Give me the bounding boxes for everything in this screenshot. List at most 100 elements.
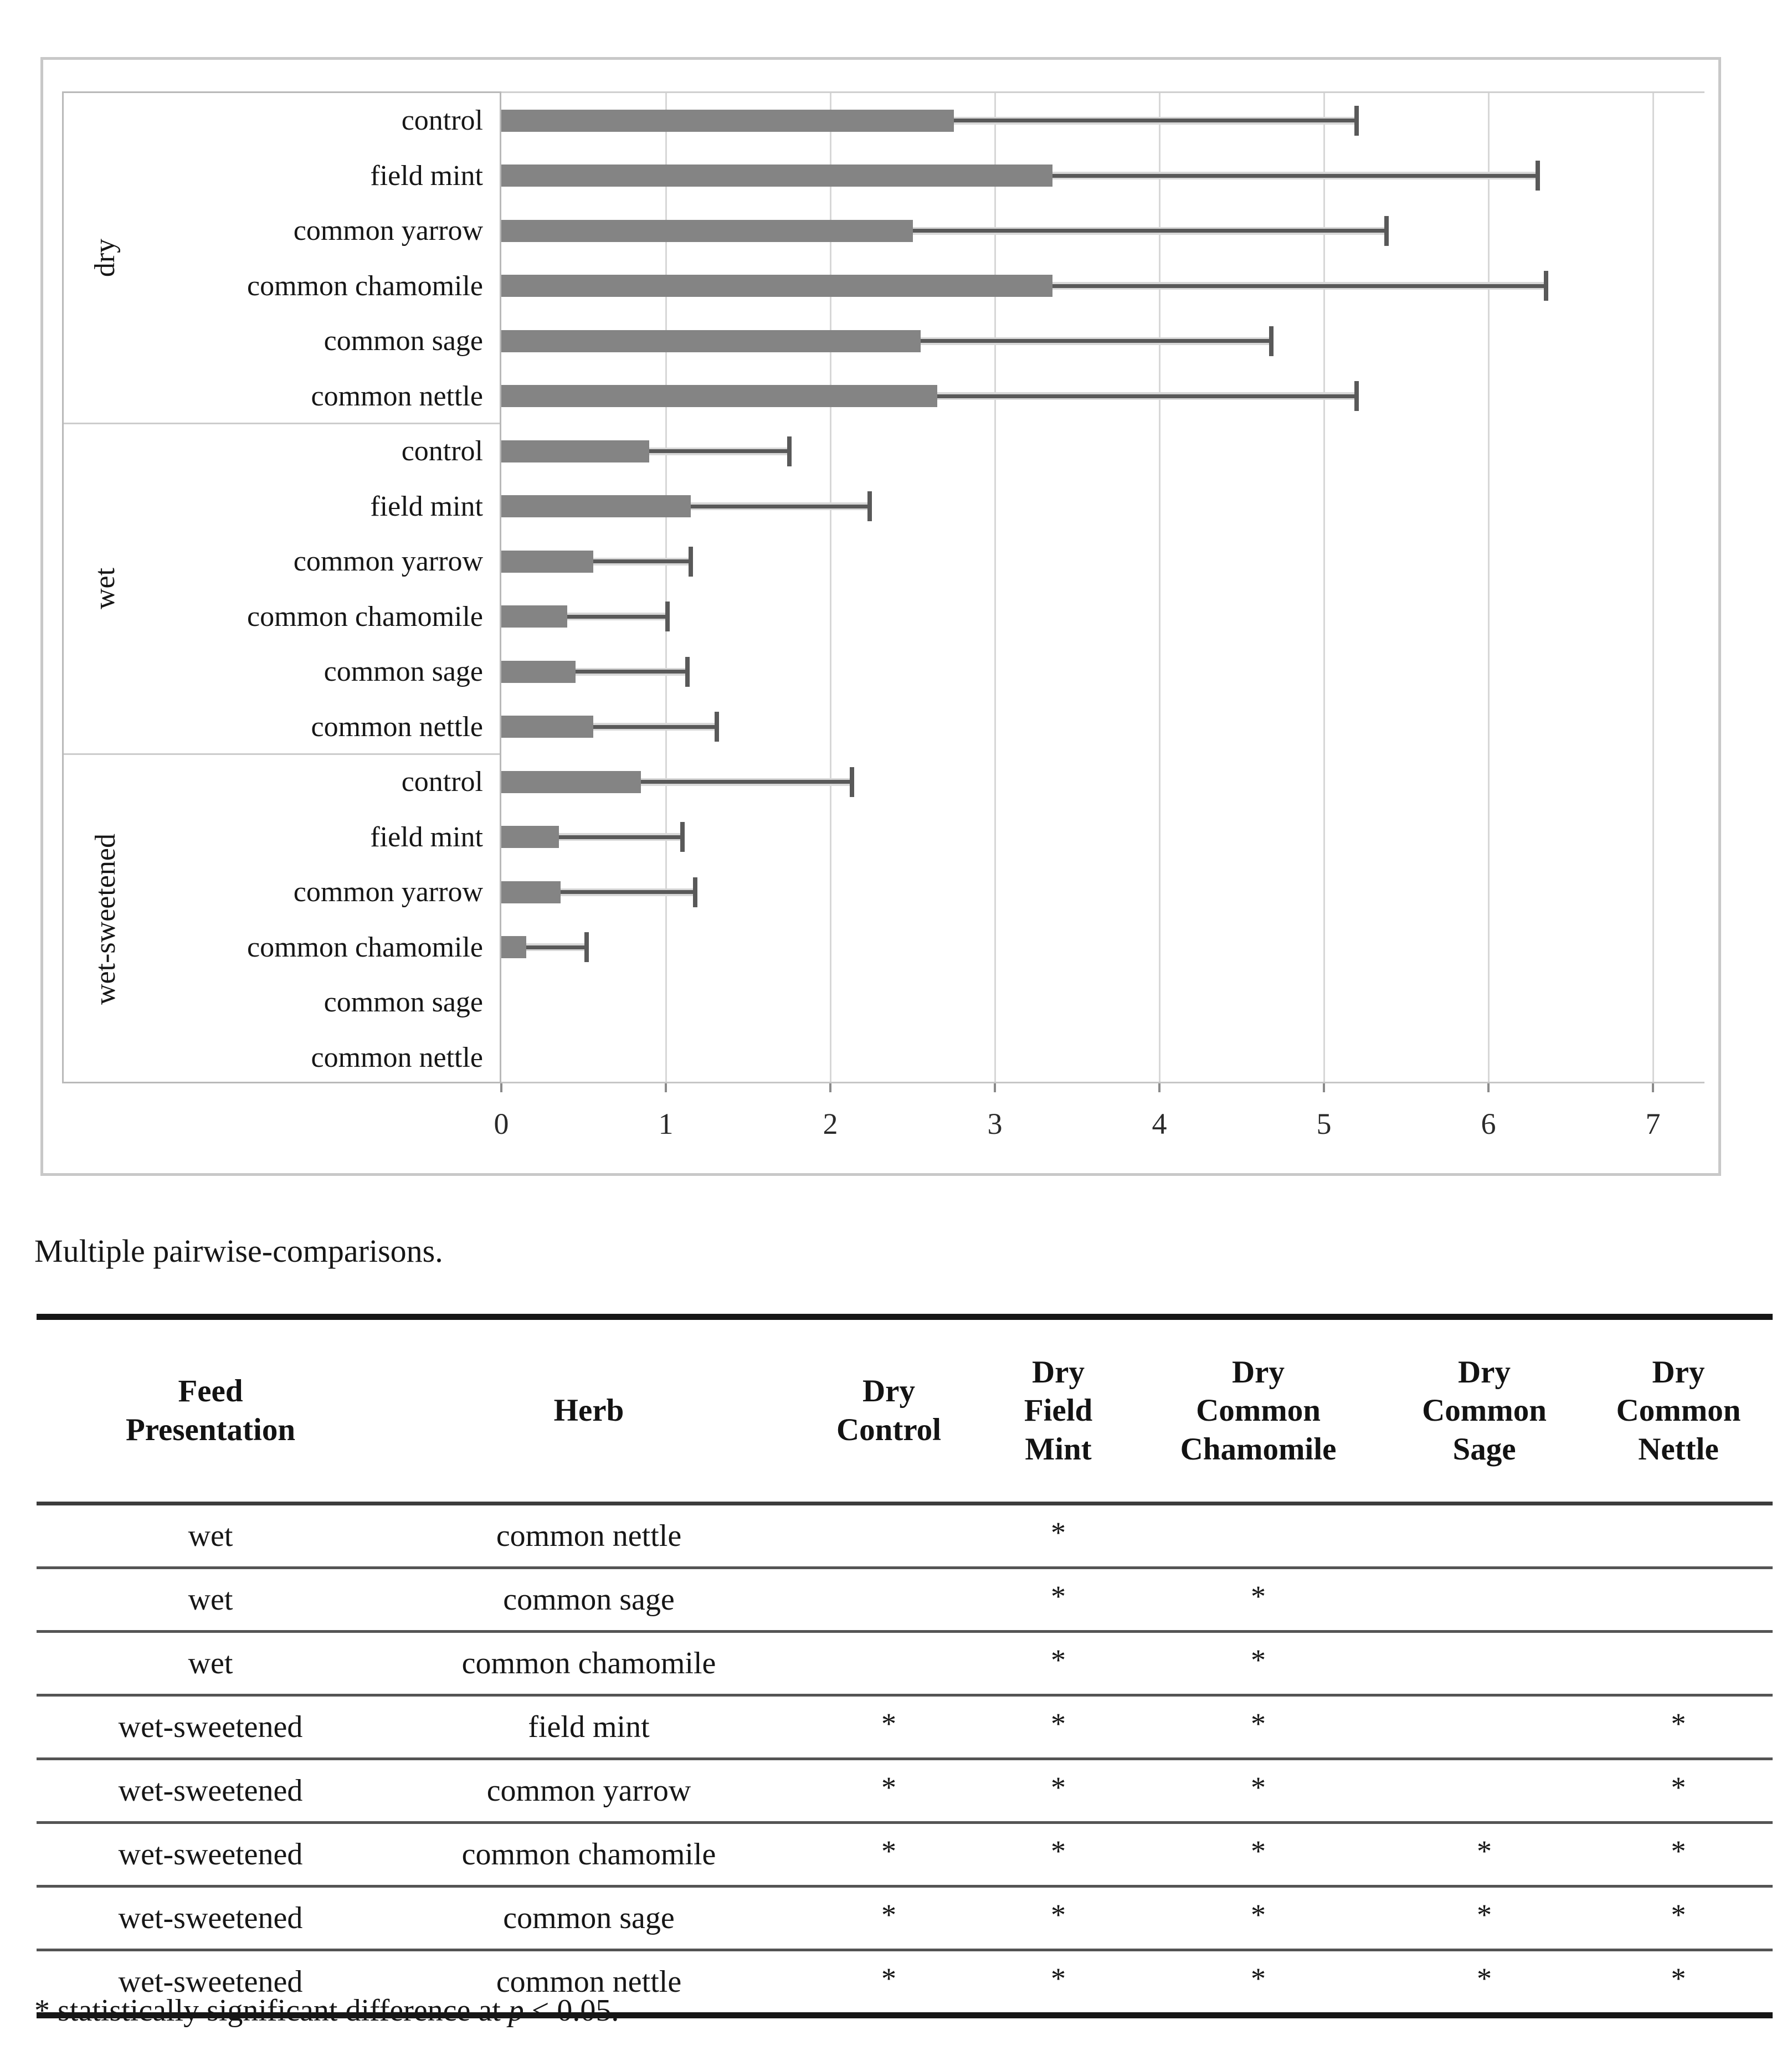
cell-mark-3 [1384, 1695, 1584, 1760]
cell-herb: common chamomile [384, 1822, 793, 1888]
gridline-1 [665, 93, 667, 1082]
axis-tick-label-6: 6 [1481, 1107, 1496, 1140]
footnote-p-symbol: p [508, 1993, 524, 2028]
error-bar-dry-common-nettle [937, 394, 1357, 398]
axis-tick-6 [1487, 1083, 1490, 1092]
table-row-wet-sweetened-common-chamomile: wet-sweetened common chamomile * * * * * [37, 1822, 1773, 1888]
bar-wet-common-nettle [501, 716, 594, 738]
significance-star: * [881, 1707, 896, 1740]
error-bar-wet-common-yarrow [593, 559, 691, 564]
error-bar-cap-dry-control [1354, 105, 1359, 136]
table-row-wet-sweetened-common-nettle: wet-sweetened common nettle * * * * * [37, 1950, 1773, 2018]
bar-dry-control [501, 109, 954, 132]
cell-mark-3: * [1384, 1822, 1584, 1888]
error-bar-cap-wet-common-chamomile [665, 602, 670, 632]
category-label-wet-common-yarrow: common yarrow [293, 546, 483, 577]
significance-star: * [1671, 1707, 1686, 1740]
significance-star: * [1671, 1771, 1686, 1804]
bar-wet-control [501, 440, 650, 462]
error-bar-cap-wet-field-mint [867, 491, 872, 522]
axis-tick-5 [1323, 1083, 1325, 1092]
cell-mark-2 [1132, 1503, 1384, 1569]
cell-feed-presentation: wet [37, 1567, 384, 1633]
bar-wet-sweetened-control [501, 770, 641, 793]
cell-mark-3 [1384, 1567, 1584, 1633]
column-header-feed-presentation: Feed Presentation [37, 1317, 384, 1505]
category-label-dry-common-nettle: common nettle [311, 380, 483, 412]
category-label-wet-sweetened-common-yarrow: common yarrow [293, 876, 483, 908]
table-row-wet-sweetened-common-yarrow: wet-sweetened common yarrow * * * * [37, 1759, 1773, 1824]
error-bar-wet-sweetened-control [641, 780, 852, 784]
cell-mark-4: * [1584, 1822, 1773, 1888]
axis-tick-2 [829, 1083, 831, 1092]
category-label-wet-common-chamomile: common chamomile [247, 600, 483, 633]
error-bar-cap-wet-sweetened-common-chamomile [584, 932, 589, 963]
column-header-dry-common-chamomile: Dry Common Chamomile [1132, 1317, 1384, 1505]
table-row-wet-sweetened-field-mint: wet-sweetened field mint * * * * [37, 1695, 1773, 1760]
table-body: wet common nettle * wet common sage * * wet comm… [37, 1503, 1773, 2018]
significance-star: * [1477, 1898, 1492, 1931]
gridline-3 [994, 93, 996, 1082]
bar-dry-field-mint [501, 165, 1052, 187]
cell-mark-4: * [1584, 1695, 1773, 1760]
cell-feed-presentation: wet-sweetened [37, 1886, 384, 1951]
category-label-dry-common-yarrow: common yarrow [293, 215, 483, 246]
error-bar-cap-dry-field-mint [1536, 161, 1541, 191]
cell-mark-4: * [1584, 1886, 1773, 1951]
bar-dry-common-nettle [501, 385, 938, 408]
bar-wet-sweetened-field-mint [501, 826, 559, 849]
bar-dry-common-yarrow [501, 219, 913, 242]
cell-mark-1: * [984, 1567, 1132, 1633]
error-bar-dry-field-mint [1052, 173, 1538, 178]
column-header-dry-field-mint: Dry Field Mint [984, 1317, 1132, 1505]
cell-mark-4 [1584, 1503, 1773, 1569]
table-row-wet-sweetened-common-sage: wet-sweetened common sage * * * * * [37, 1886, 1773, 1951]
significance-star: * [1051, 1962, 1066, 1995]
table-header: Feed Presentation Herb Dry Control Dry Field Mi… [37, 1317, 1773, 1505]
cell-mark-0 [793, 1503, 984, 1569]
category-label-dry-control: control [401, 105, 483, 136]
cell-mark-0: * [793, 1759, 984, 1824]
cell-herb: field mint [384, 1695, 793, 1760]
error-bar-cap-wet-control [787, 436, 792, 466]
column-header-dry-common-sage: Dry Common Sage [1384, 1317, 1584, 1505]
cell-mark-4 [1584, 1567, 1773, 1633]
significance-star: * [1051, 1771, 1066, 1804]
cell-mark-2: * [1132, 1822, 1384, 1888]
footnote-suffix: < 0.05. [531, 1993, 619, 2028]
error-bar-cap-wet-sweetened-common-yarrow [693, 877, 698, 907]
significance-star: * [1671, 1962, 1686, 1995]
category-label-dry-common-sage: common sage [324, 325, 483, 357]
significance-star: * [881, 1771, 896, 1804]
cell-mark-3: * [1384, 1886, 1584, 1951]
error-bar-dry-common-yarrow [912, 229, 1387, 233]
cell-feed-presentation: wet [37, 1503, 384, 1569]
error-bar-cap-wet-common-nettle [715, 712, 720, 742]
column-header-dry-common-nettle: Dry Common Nettle [1584, 1317, 1773, 1505]
significance-star: * [881, 1962, 896, 1995]
error-bar-wet-field-mint [690, 504, 870, 508]
axis-tick-7 [1652, 1083, 1654, 1092]
gridline-2 [830, 93, 831, 1082]
axis-tick-label-3: 3 [987, 1107, 1003, 1140]
cell-mark-2: * [1132, 1759, 1384, 1824]
footnote-text: statistically significant difference at [58, 1993, 501, 2028]
bar-wet-field-mint [501, 495, 691, 518]
error-bar-wet-common-nettle [593, 724, 717, 729]
cell-mark-0 [793, 1631, 984, 1697]
footnote-star: * [34, 1993, 50, 2028]
gridline-7 [1652, 93, 1654, 1082]
error-bar-cap-wet-sweetened-field-mint [680, 822, 685, 852]
cell-mark-1: * [984, 1886, 1132, 1951]
error-bar-wet-control [649, 449, 789, 454]
bar-chart-figure: dry control field mint common yarrow common … [40, 57, 1721, 1176]
cell-herb: common sage [384, 1886, 793, 1951]
significance-star: * [881, 1834, 896, 1868]
cell-mark-0: * [793, 1950, 984, 2018]
category-label-wet-field-mint: field mint [370, 490, 483, 522]
cell-mark-0: * [793, 1886, 984, 1951]
significance-star: * [1051, 1834, 1066, 1868]
column-header-dry-control: Dry Control [793, 1317, 984, 1505]
significance-star: * [1251, 1834, 1266, 1868]
